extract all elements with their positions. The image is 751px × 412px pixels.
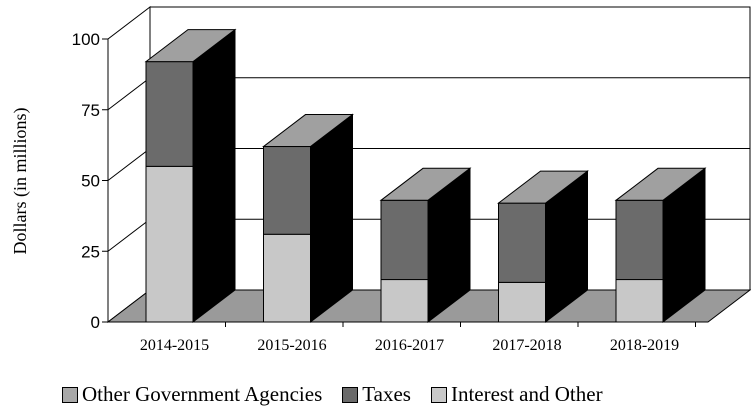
bar-segment [615,246,706,324]
legend-swatch [62,386,78,403]
legend-item: Interest and Other [430,382,603,407]
bars [144,28,707,324]
bar-segment [263,113,353,236]
y-tick-label: 50 [81,172,100,191]
bar-segment [145,28,236,168]
bar-top [379,167,472,201]
bar-segment [615,167,706,281]
legend-swatch [430,386,447,403]
legend-label: Other Government Agencies [82,382,323,406]
y-tick-label: 0 [91,313,100,332]
bar-segment [498,170,588,284]
x-tick-label: 2015-2016 [257,337,326,354]
bar-top [144,29,237,63]
y-tick-label: 100 [72,30,100,49]
bar-stack-2014-2015 [144,28,237,324]
x-tick-label: 2017-2018 [492,337,561,354]
y-tick-label: 25 [81,242,100,261]
bar-segment [380,246,471,324]
bar-segment [263,201,353,324]
legend-label: Interest and Other [450,382,603,406]
bar-stack-2016-2017 [379,167,472,324]
bar-segment [145,133,236,324]
bar-segment [498,249,588,324]
bar-stack-2017-2018 [497,170,589,324]
y-axis-title: Dollars (in millions) [10,108,31,255]
bar-stack-2015-2016 [262,113,354,324]
bar-top [614,167,707,201]
x-tick-label: 2016-2017 [375,337,444,354]
legend-item: Taxes [342,382,411,407]
bar-top [262,114,354,148]
x-tick-label: 2014-2015 [140,337,209,354]
bar-segment [380,167,471,281]
bar-stack-2018-2019 [614,167,707,324]
legend-swatch [342,386,359,403]
bar-top [497,170,589,204]
y-tick-label: 75 [81,101,100,120]
x-axis: 2014-2015 2015-2016 2016-2017 2017-2018 2018… [107,39,708,354]
legend: Other Government Agencies Taxes Interest a… [62,382,623,407]
legend-item: Other Government Agencies [62,382,322,407]
x-tick-label: 2018-2019 [610,337,679,354]
legend-label: Taxes [362,382,411,406]
